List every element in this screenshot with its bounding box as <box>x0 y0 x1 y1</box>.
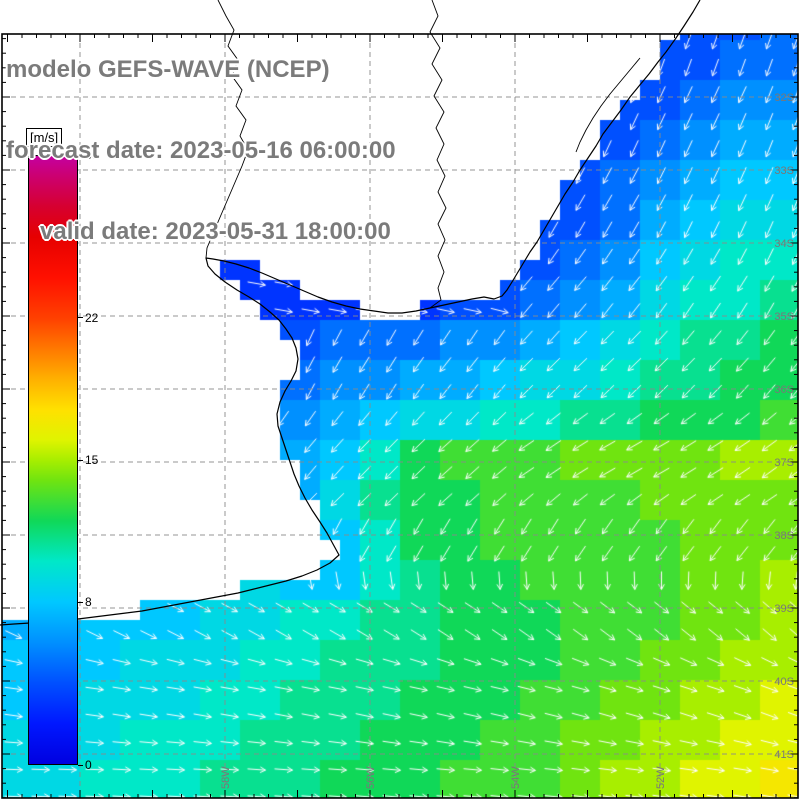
coastline <box>0 0 701 626</box>
model-title: modelo GEFS-WAVE (NCEP) <box>6 56 330 83</box>
plot-border <box>1 33 799 799</box>
colorbar-tick <box>78 317 83 319</box>
river-line <box>429 0 447 309</box>
colorbar <box>28 155 78 765</box>
lat-label: 34S <box>774 238 794 250</box>
lon-label: 56W <box>365 766 377 789</box>
lon-label: 52W <box>655 766 667 789</box>
lagoon-line <box>575 57 641 153</box>
lat-label: 38S <box>774 530 794 542</box>
lon-label: 54W <box>510 766 522 789</box>
lat-label: 41S <box>774 749 794 761</box>
lat-label: 32S <box>774 92 794 104</box>
colorbar-tick-label: 22 <box>85 310 99 325</box>
river-line <box>205 0 249 259</box>
lat-label: 37S <box>774 457 794 469</box>
lat-label: 36S <box>774 384 794 396</box>
colorbar-tick-label: 30 <box>85 148 99 162</box>
colorbar-unit-label: [m/s] <box>26 128 63 147</box>
valid-date: valid date: 2023-05-31 18:00:00 <box>40 218 391 245</box>
forecast-date: forecast date: 2023-05-16 06:00:00 <box>6 137 396 164</box>
colorbar-tick <box>78 764 83 766</box>
lat-label: 40S <box>774 676 794 688</box>
lon-label: 58W <box>220 766 232 789</box>
lat-label: 33S <box>774 165 794 177</box>
lat-label: 39S <box>774 603 794 615</box>
colorbar-tick-label: 8 <box>85 595 92 610</box>
colorbar-tick <box>78 154 83 156</box>
colorbar-tick-label: 0 <box>85 758 92 772</box>
colorbar-tick <box>78 601 83 603</box>
lat-label: 35S <box>774 311 794 323</box>
colorbar-tick-label: 15 <box>85 453 99 467</box>
title-block: modelo GEFS-WAVE (NCEP) forecast date: 2… <box>6 2 396 299</box>
colorbar-tick <box>78 459 83 461</box>
